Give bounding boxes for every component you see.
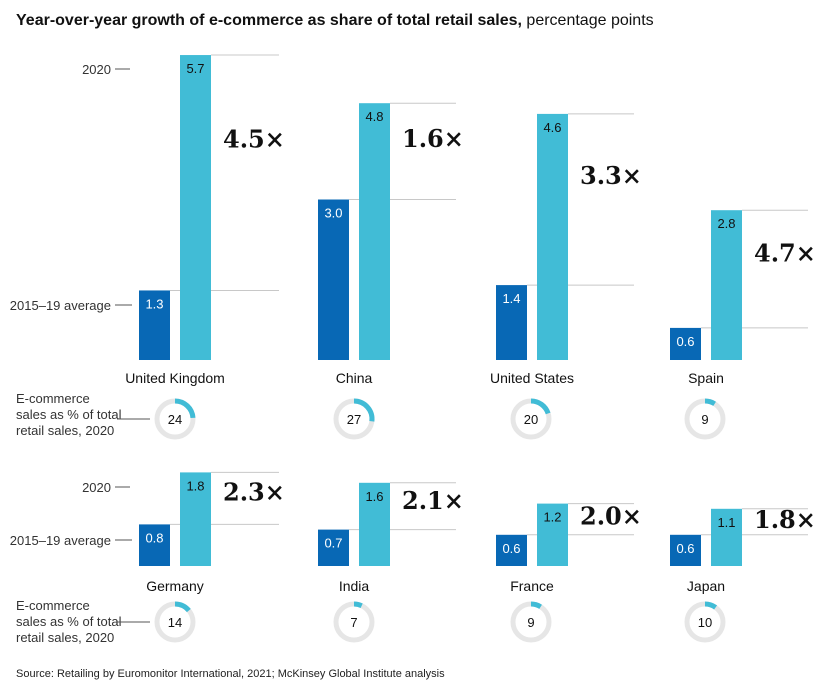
- ecommerce-share-label: 14: [168, 615, 182, 630]
- chart-title: Year-over-year growth of e-commerce as s…: [16, 12, 654, 30]
- value-label-avg: 0.8: [145, 530, 163, 545]
- bar-2020: [180, 472, 211, 566]
- value-label-2020: 1.6: [365, 489, 383, 504]
- country-label: United States: [490, 370, 574, 386]
- bar-avg: [670, 534, 701, 566]
- ecommerce-share-label: 27: [347, 412, 361, 427]
- bar-2020: [359, 482, 390, 566]
- growth-multiple: 1.6×: [402, 124, 464, 153]
- country-label: United Kingdom: [125, 370, 225, 386]
- growth-multiple: 4.5×: [223, 124, 285, 153]
- country-label: India: [339, 578, 370, 594]
- bar-2020: [711, 508, 742, 566]
- growth-multiple: 2.1×: [402, 486, 464, 515]
- ecommerce-note-line2: sales as % of total: [16, 614, 122, 629]
- axis-label-2020-row2: 2020: [82, 480, 111, 495]
- value-label-avg: 1.4: [502, 291, 520, 306]
- value-label-2020: 1.2: [543, 510, 561, 525]
- value-label-2020: 2.8: [717, 216, 735, 231]
- growth-multiple: 4.7×: [754, 238, 816, 267]
- growth-multiple: 2.3×: [223, 478, 285, 507]
- chart-title-unit: percentage points: [521, 12, 654, 29]
- country-label: Japan: [687, 578, 725, 594]
- donut-arc: [530, 398, 551, 415]
- ecommerce-note-line1: E-commerce: [16, 391, 90, 406]
- ecommerce-share-label: 10: [698, 615, 712, 630]
- donut-arc: [704, 601, 718, 610]
- bar-avg: [318, 529, 349, 566]
- donut-arc: [353, 601, 363, 609]
- bar-2020: [711, 210, 742, 360]
- ecommerce-share-label: 7: [350, 615, 357, 630]
- ecommerce-note-line1: E-commerce: [16, 598, 90, 613]
- value-label-avg: 0.6: [502, 541, 520, 556]
- ecommerce-note-line3: retail sales, 2020: [16, 630, 114, 645]
- ecommerce-share-label: 9: [527, 615, 534, 630]
- growth-multiple: 1.8×: [754, 505, 816, 534]
- bar-avg: [318, 199, 349, 360]
- growth-multiple: 3.3×: [580, 161, 642, 190]
- ecommerce-share-label: 20: [524, 412, 538, 427]
- bar-avg: [496, 534, 527, 566]
- value-label-avg: 1.3: [145, 296, 163, 311]
- source-note: Source: Retailing by Euromonitor Interna…: [16, 668, 445, 680]
- donut-arc: [704, 398, 716, 406]
- value-label-2020: 1.1: [717, 515, 735, 530]
- growth-multiple: 2.0×: [580, 502, 642, 531]
- donut-arc: [353, 398, 375, 422]
- chart-title-bold: Year-over-year growth of e-commerce as s…: [16, 12, 522, 29]
- country-label: Spain: [688, 370, 724, 386]
- ecommerce-share-label: 9: [701, 412, 708, 427]
- axis-label-avg: 2015–19 average: [10, 298, 111, 313]
- bar-avg: [139, 524, 170, 566]
- ecommerce-note-line3: retail sales, 2020: [16, 423, 114, 438]
- axis-label-2020: 2020: [82, 62, 111, 77]
- country-label: China: [336, 370, 373, 386]
- value-label-2020: 1.8: [186, 478, 204, 493]
- value-label-2020: 4.8: [365, 109, 383, 124]
- axis-label-avg-row2: 2015–19 average: [10, 533, 111, 548]
- value-label-avg: 0.6: [676, 334, 694, 349]
- bar-2020: [537, 503, 568, 566]
- country-label: Germany: [146, 578, 204, 594]
- ecommerce-share-label: 24: [168, 412, 182, 427]
- value-label-2020: 4.6: [543, 120, 561, 135]
- donut-arc: [174, 601, 191, 613]
- bar-2020: [359, 103, 390, 360]
- bar-avg: [139, 290, 170, 360]
- bar-avg: [670, 327, 701, 360]
- value-label-2020: 5.7: [186, 61, 204, 76]
- donut-arc: [530, 601, 542, 609]
- ecommerce-note-line2: sales as % of total: [16, 407, 122, 422]
- value-label-avg: 0.6: [676, 541, 694, 556]
- value-label-avg: 0.7: [324, 536, 342, 551]
- bar-2020: [180, 55, 211, 361]
- bar-avg: [496, 285, 527, 360]
- bar-2020: [537, 113, 568, 361]
- country-label: France: [510, 578, 554, 594]
- donut-arc: [174, 398, 196, 419]
- value-label-avg: 3.0: [324, 206, 342, 221]
